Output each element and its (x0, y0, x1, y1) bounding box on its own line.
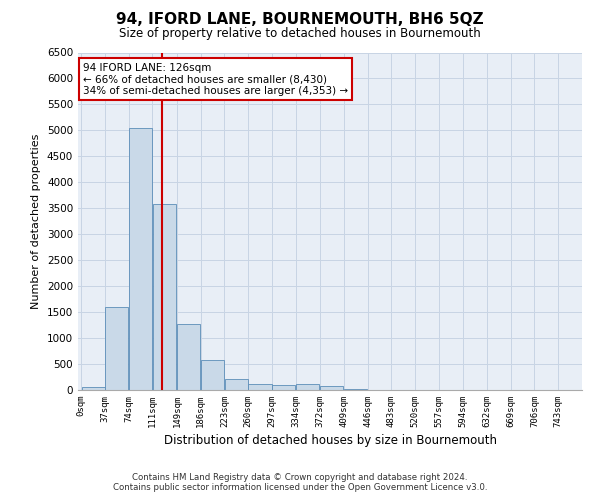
Bar (153, 204, 176, 390)
Bar (177, 324, 200, 390)
Bar (296, 384, 319, 390)
Bar (248, 384, 272, 390)
Y-axis label: Number of detached properties: Number of detached properties (31, 134, 41, 309)
X-axis label: Distribution of detached houses by size in Bournemouth: Distribution of detached houses by size … (163, 434, 497, 447)
Bar (201, 360, 224, 390)
Text: 94, IFORD LANE, BOURNEMOUTH, BH6 5QZ: 94, IFORD LANE, BOURNEMOUTH, BH6 5QZ (116, 12, 484, 28)
Text: 94 IFORD LANE: 126sqm
← 66% of detached houses are smaller (8,430)
34% of semi-d: 94 IFORD LANE: 126sqm ← 66% of detached … (83, 62, 348, 96)
Bar (225, 379, 248, 390)
Bar (105, 307, 128, 390)
Text: Size of property relative to detached houses in Bournemouth: Size of property relative to detached ho… (119, 28, 481, 40)
Text: Contains HM Land Registry data © Crown copyright and database right 2024.
Contai: Contains HM Land Registry data © Crown c… (113, 473, 487, 492)
Bar (129, 128, 152, 390)
Bar (82, 387, 104, 390)
Bar (272, 385, 295, 390)
Bar (320, 386, 343, 390)
